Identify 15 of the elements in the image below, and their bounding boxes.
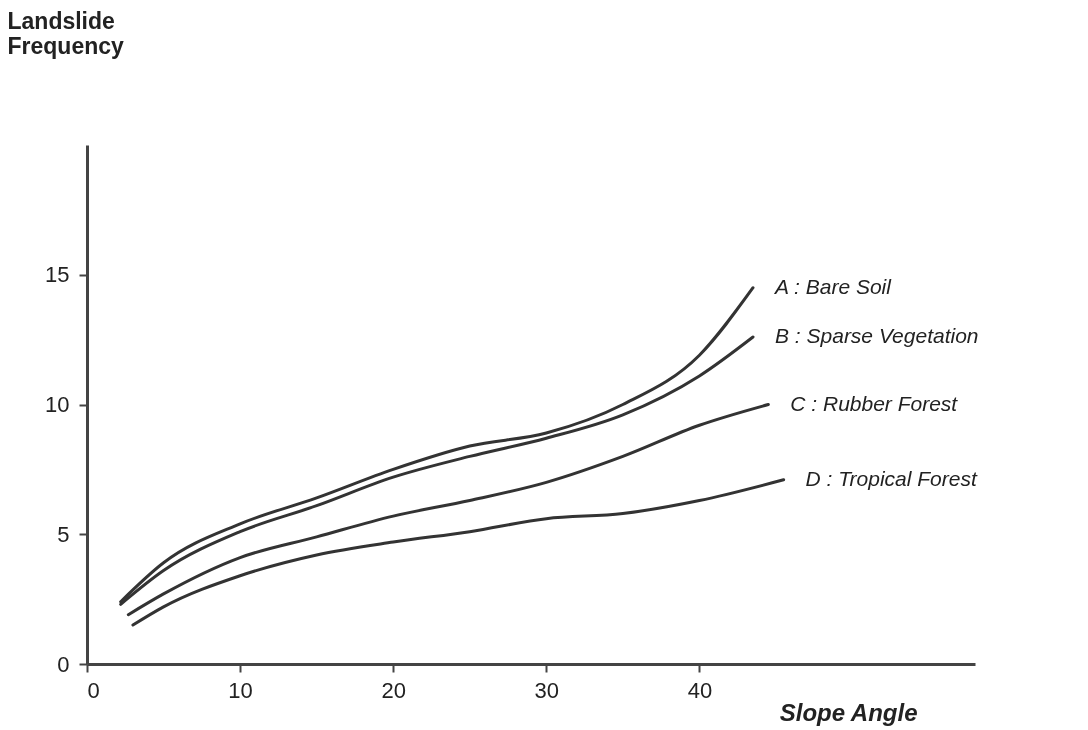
x-tick-label: 10 [228,677,253,703]
series-label: D : Tropical Forest [805,466,978,490]
x-tick-label: 40 [687,677,713,703]
y-tick-label: 15 [45,262,70,288]
y-tick-label: 0 [57,651,70,677]
y-tick-label: 10 [45,392,70,417]
x-tick-label: 20 [381,677,406,703]
series-label: A : Bare Soil [773,274,893,298]
x-axis-title: Slope Angle [779,698,918,726]
series-label: C : Rubber Forest [790,391,959,415]
series-label: B : Sparse Vegetation [775,324,979,348]
x-tick-label: 30 [534,677,560,703]
x-tick-label: 0 [87,677,100,703]
y-tick-label: 5 [57,521,70,547]
y-axis-title: Landslide Frequency [7,7,125,59]
